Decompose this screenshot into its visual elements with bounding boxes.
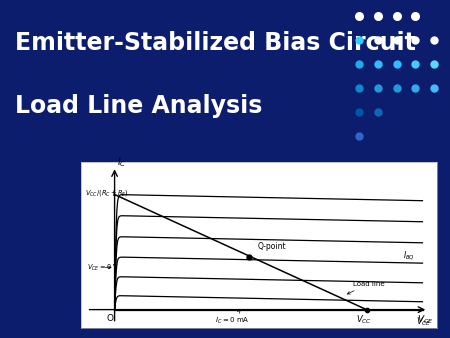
Text: Load Line Analysis: Load Line Analysis	[15, 94, 262, 118]
Text: $\it{I_{BQ}}$: $\it{I_{BQ}}$	[403, 249, 415, 262]
Text: O: O	[106, 314, 113, 323]
Text: $V_{CC}/(R_C+R_E)$: $V_{CC}/(R_C+R_E)$	[85, 188, 129, 198]
Text: $\it{V_{CE}}$: $\it{V_{CE}}$	[417, 313, 434, 326]
Text: $\it{V_{CE}}$: $\it{V_{CE}}$	[416, 315, 432, 328]
Text: $\it{I_C} = 0\ \mathrm{mA}$: $\it{I_C} = 0\ \mathrm{mA}$	[215, 310, 249, 326]
Text: $\it{I_C}$: $\it{I_C}$	[117, 155, 126, 169]
Text: Load line: Load line	[347, 281, 384, 294]
Text: $\it{V_{CC}}$: $\it{V_{CC}}$	[356, 313, 372, 326]
Text: Emitter-Stabilized Bias Circuit: Emitter-Stabilized Bias Circuit	[15, 31, 416, 55]
Text: $V_{CE} = 0\ \mathrm{V}$: $V_{CE} = 0\ \mathrm{V}$	[86, 262, 118, 273]
Text: Q-point: Q-point	[257, 242, 286, 251]
